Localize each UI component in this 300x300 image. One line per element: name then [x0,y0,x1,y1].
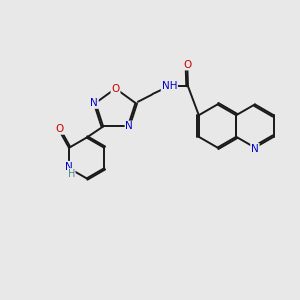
Text: NH: NH [162,81,177,91]
Text: N: N [90,98,98,108]
Text: N: N [65,162,73,172]
Text: N: N [125,122,133,131]
Text: O: O [183,60,191,70]
Text: H: H [68,169,75,178]
Text: N: N [251,144,259,154]
Text: O: O [56,124,64,134]
Text: O: O [111,83,120,94]
